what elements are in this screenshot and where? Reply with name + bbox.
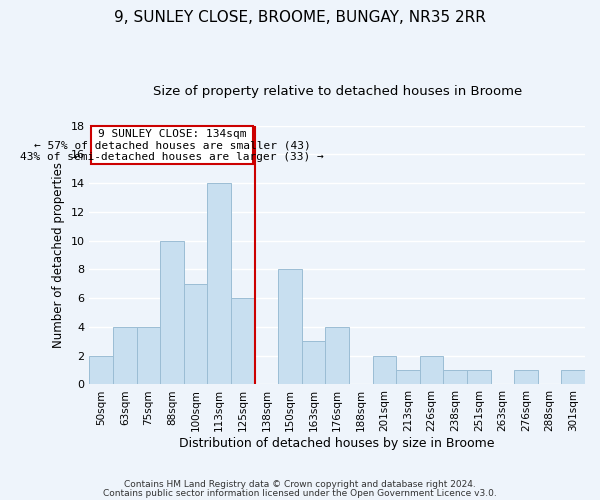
Bar bbox=[137, 327, 160, 384]
Text: ← 57% of detached houses are smaller (43): ← 57% of detached houses are smaller (43… bbox=[34, 140, 310, 150]
Y-axis label: Number of detached properties: Number of detached properties bbox=[52, 162, 65, 348]
Bar bbox=[467, 370, 491, 384]
Bar bbox=[208, 183, 231, 384]
Bar bbox=[160, 240, 184, 384]
Bar bbox=[278, 270, 302, 384]
Bar bbox=[184, 284, 208, 384]
Bar bbox=[89, 356, 113, 384]
Bar bbox=[562, 370, 585, 384]
Bar bbox=[443, 370, 467, 384]
Text: 9 SUNLEY CLOSE: 134sqm: 9 SUNLEY CLOSE: 134sqm bbox=[98, 129, 246, 139]
Text: 43% of semi-detached houses are larger (33) →: 43% of semi-detached houses are larger (… bbox=[20, 152, 324, 162]
Bar bbox=[231, 298, 254, 384]
FancyBboxPatch shape bbox=[91, 126, 253, 164]
Text: Contains HM Land Registry data © Crown copyright and database right 2024.: Contains HM Land Registry data © Crown c… bbox=[124, 480, 476, 489]
Title: Size of property relative to detached houses in Broome: Size of property relative to detached ho… bbox=[152, 85, 522, 98]
Bar bbox=[396, 370, 420, 384]
Bar bbox=[373, 356, 396, 384]
Bar bbox=[302, 342, 325, 384]
Bar bbox=[420, 356, 443, 384]
Bar bbox=[514, 370, 538, 384]
Text: 9, SUNLEY CLOSE, BROOME, BUNGAY, NR35 2RR: 9, SUNLEY CLOSE, BROOME, BUNGAY, NR35 2R… bbox=[114, 10, 486, 25]
X-axis label: Distribution of detached houses by size in Broome: Distribution of detached houses by size … bbox=[179, 437, 495, 450]
Bar bbox=[325, 327, 349, 384]
Bar bbox=[113, 327, 137, 384]
Text: Contains public sector information licensed under the Open Government Licence v3: Contains public sector information licen… bbox=[103, 490, 497, 498]
